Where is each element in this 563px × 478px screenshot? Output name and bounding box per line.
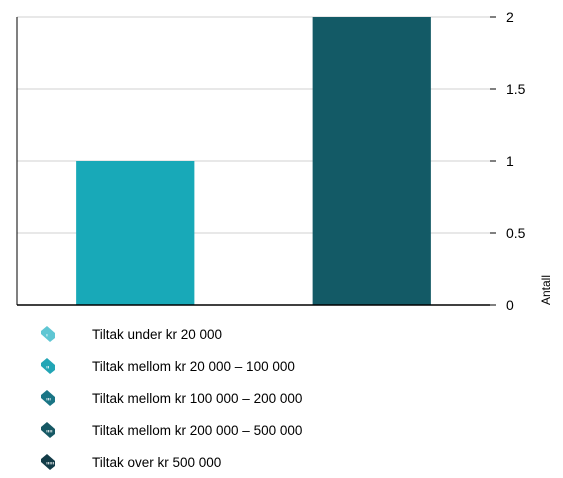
tag-icon	[41, 326, 55, 342]
legend: Tiltak under kr 20 000 Tiltak mellom kr 2…	[38, 318, 302, 478]
legend-item: Tiltak mellom kr 200 000 – 500 000	[38, 414, 302, 446]
y-axis-ticks: 0 0.5 1 1.5 2	[490, 9, 526, 313]
bar-2	[312, 17, 431, 305]
tag-icon	[41, 358, 55, 374]
y-tick-label: 2	[506, 9, 514, 25]
tag-icon	[41, 390, 55, 406]
legend-item: Tiltak mellom kr 100 000 – 200 000	[38, 382, 302, 414]
y-tick-label: 0.5	[506, 225, 526, 241]
y-tick-label: 0	[506, 297, 514, 313]
legend-label: Tiltak over kr 500 000	[92, 454, 222, 470]
legend-label: Tiltak under kr 20 000	[92, 326, 223, 342]
bar-1	[76, 161, 195, 305]
tag-icon	[41, 422, 55, 438]
legend-label: Tiltak mellom kr 20 000 – 100 000	[92, 358, 295, 374]
bars	[76, 17, 431, 305]
y-tick-label: 1	[506, 153, 514, 169]
legend-item: Tiltak mellom kr 20 000 – 100 000	[38, 350, 302, 382]
y-tick-label: 1.5	[506, 81, 526, 97]
legend-label: Tiltak mellom kr 100 000 – 200 000	[92, 390, 303, 406]
tag-icon	[41, 454, 55, 470]
legend-label: Tiltak mellom kr 200 000 – 500 000	[92, 422, 303, 438]
legend-item: Tiltak under kr 20 000	[38, 318, 302, 350]
y-axis-title: Antall	[539, 275, 553, 305]
bar-chart: 0 0.5 1 1.5 2 Antall	[16, 9, 553, 313]
legend-item: Tiltak over kr 500 000	[38, 446, 302, 478]
